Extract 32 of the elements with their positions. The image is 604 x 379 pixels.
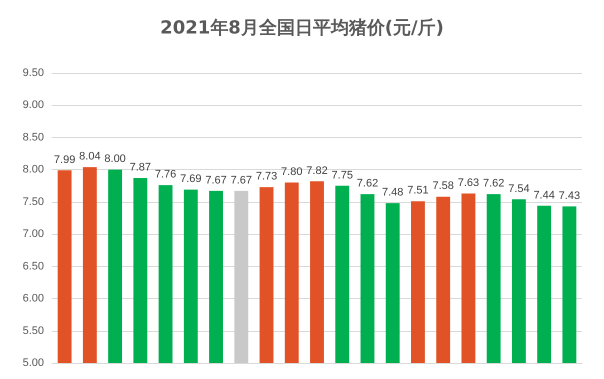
data-label: 7.73 bbox=[256, 170, 278, 183]
data-label: 7.80 bbox=[281, 166, 302, 178]
data-label: 7.69 bbox=[180, 173, 202, 186]
data-label: 8.04 bbox=[79, 150, 101, 163]
y-tick-label: 6.50 bbox=[22, 260, 44, 272]
y-tick-label: 5.00 bbox=[22, 357, 44, 369]
data-label: 7.62 bbox=[356, 178, 378, 190]
data-label: 7.62 bbox=[482, 178, 504, 190]
data-label: 7.44 bbox=[533, 189, 555, 202]
y-tick-label: 7.00 bbox=[22, 228, 44, 240]
y-tick-label: 8.00 bbox=[22, 164, 44, 176]
y-tick-label: 7.50 bbox=[22, 196, 44, 208]
data-label: 8.00 bbox=[104, 153, 126, 166]
chart-title: 2021年8月全国日平均猪价(元/斤) bbox=[160, 18, 444, 38]
y-tick-label: 8.50 bbox=[22, 131, 44, 144]
data-label: 7.76 bbox=[154, 168, 176, 181]
data-label: 7.58 bbox=[432, 180, 454, 192]
y-tick-label: 9.00 bbox=[22, 99, 44, 112]
y-tick-label: 5.50 bbox=[22, 324, 44, 337]
y-tick-label: 9.50 bbox=[22, 67, 44, 79]
data-label: 7.99 bbox=[54, 154, 76, 166]
data-label: 7.87 bbox=[130, 162, 152, 174]
data-label: 7.48 bbox=[382, 186, 404, 199]
data-label: 7.43 bbox=[558, 190, 580, 202]
data-label: 7.67 bbox=[230, 174, 252, 186]
y-tick-label: 6.00 bbox=[22, 292, 44, 305]
data-label: 7.67 bbox=[205, 174, 227, 186]
data-label: 7.75 bbox=[332, 169, 353, 182]
data-label: 7.63 bbox=[458, 177, 480, 190]
data-label: 7.54 bbox=[508, 182, 530, 195]
data-label: 7.82 bbox=[306, 164, 328, 177]
data-label: 7.51 bbox=[407, 184, 429, 197]
